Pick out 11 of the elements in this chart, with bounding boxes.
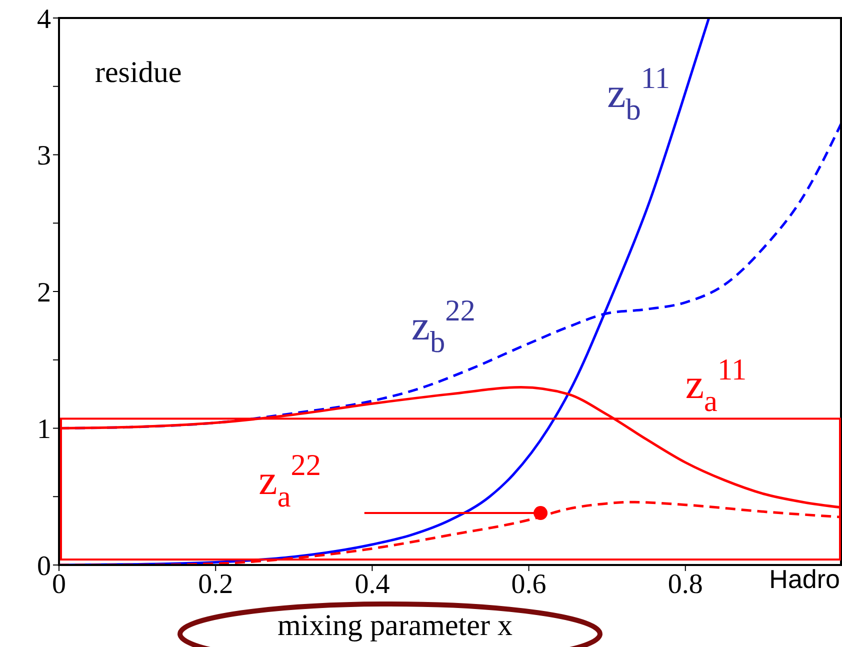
y-tick-label: 4 <box>37 4 51 35</box>
x-tick-label: 0.6 <box>511 568 546 600</box>
x-axis-title: mixing parameter x <box>278 609 512 642</box>
x-tick-label: 0.4 <box>354 568 390 600</box>
y-tick-label: 3 <box>37 140 51 172</box>
y-axis-title: residue <box>95 56 182 89</box>
x-tick-label: 0.8 <box>668 568 703 600</box>
y-tick-label: 2 <box>37 277 51 308</box>
y-tick-label: 1 <box>37 414 51 446</box>
annotation: Hadro <box>769 564 840 594</box>
x-tick-label: 0.2 <box>198 568 234 600</box>
